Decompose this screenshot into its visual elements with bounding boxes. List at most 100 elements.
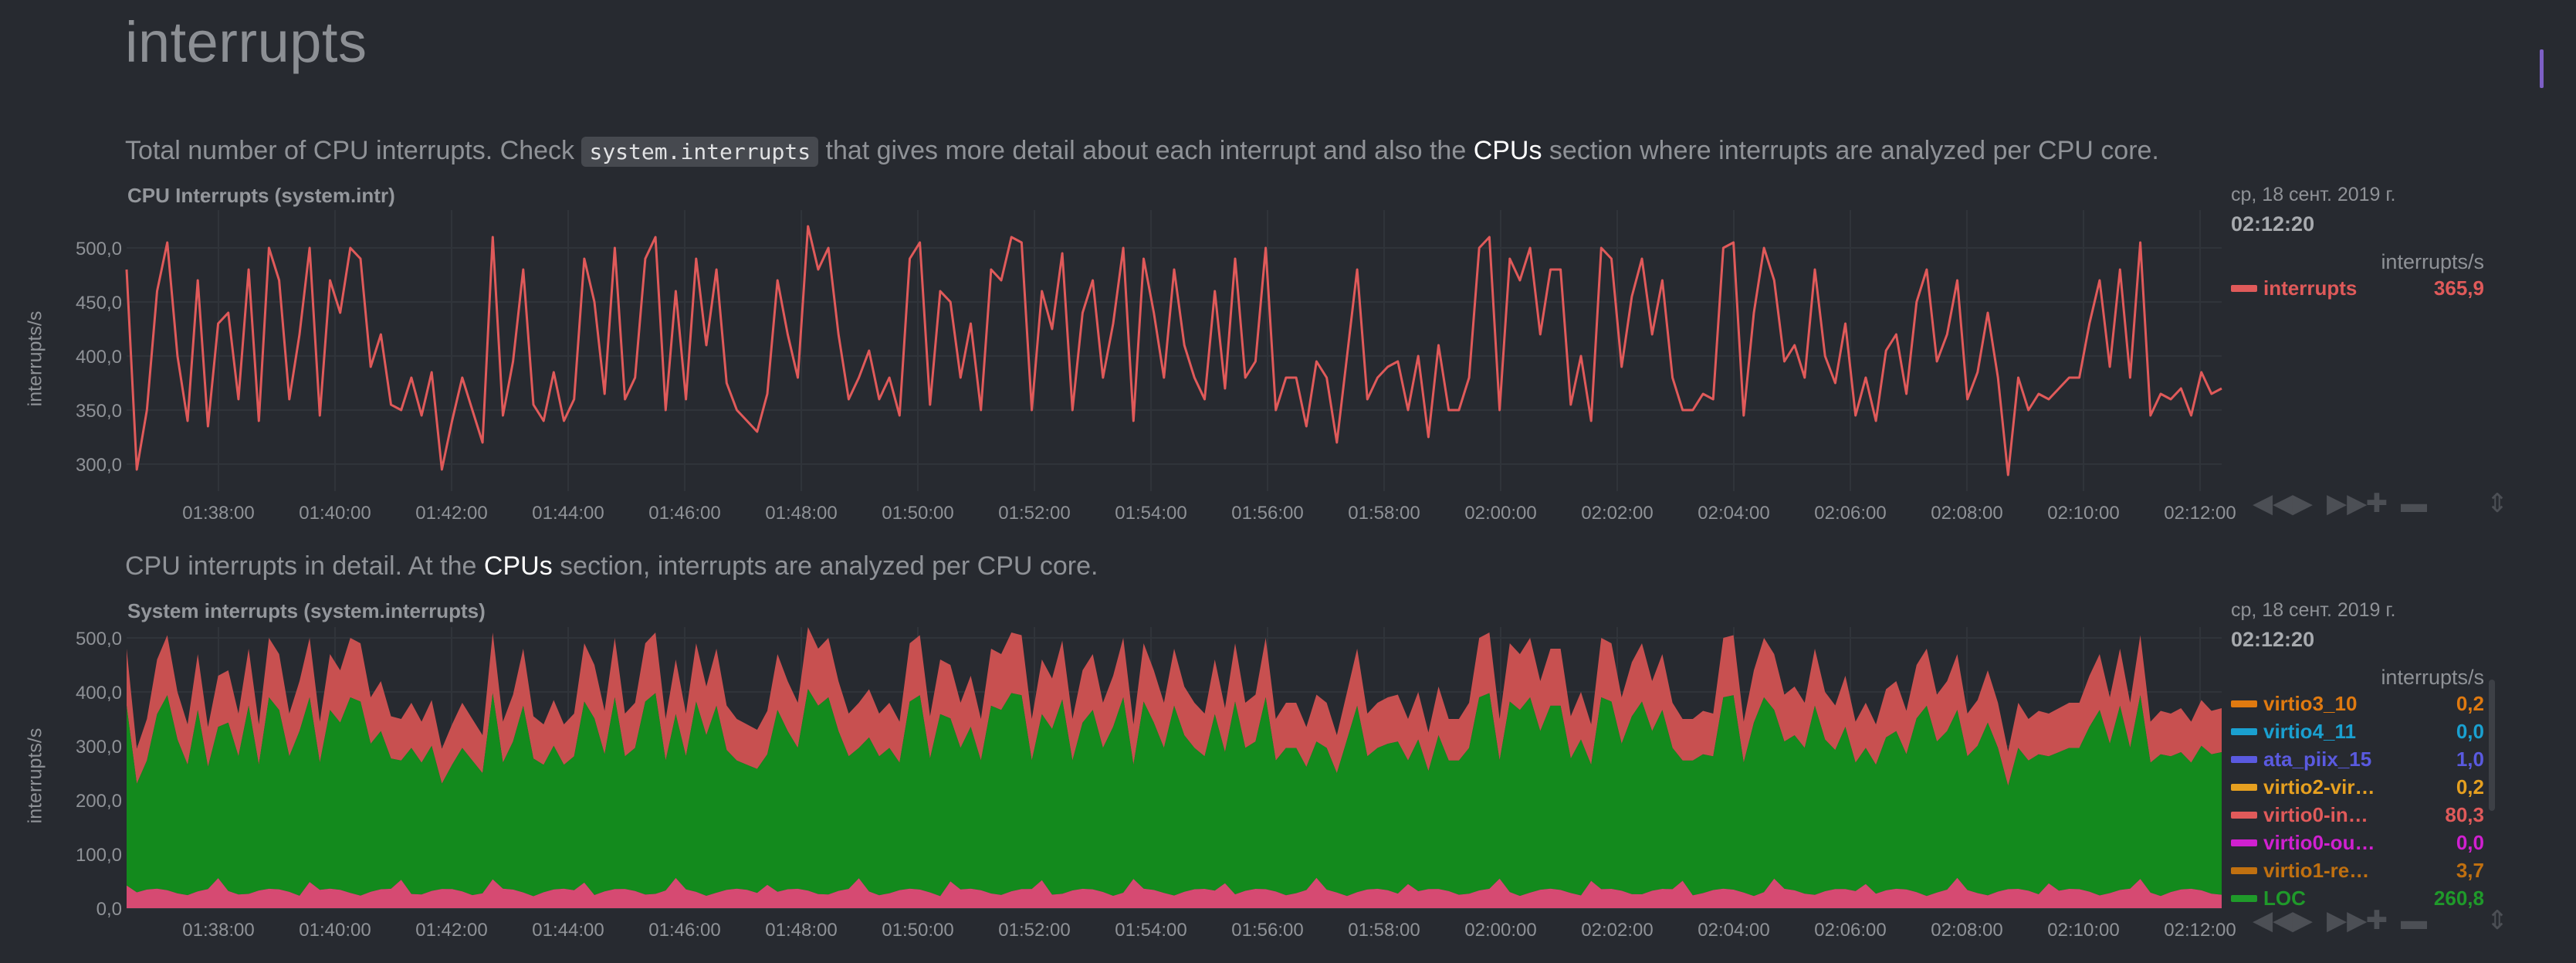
chart2-area-loc	[127, 689, 2222, 897]
legend-series-name: virtio0-in…	[2263, 802, 2368, 826]
chart2-x-tick-label: 02:00:00	[1464, 920, 1536, 941]
legend-series-value: 0,2	[2456, 775, 2484, 799]
chart1-y-tick-label: 400,0	[76, 347, 122, 368]
chart2-legend-rows: virtio3_10 0,2 virtio4_11 0,0 ata_piix_15 1,0…	[2231, 690, 2484, 912]
chart2-x-tick-label: 01:38:00	[182, 920, 254, 941]
desc1-code: system.interrupts	[581, 137, 819, 167]
chart2-x-tick-label: 02:04:00	[1698, 920, 1769, 941]
legend-scrollbar[interactable]	[2489, 680, 2495, 811]
chart1-x-tick-label: 01:46:00	[648, 503, 720, 524]
chart1-legend-date: ср, 18 сент. 2019 г.	[2231, 184, 2396, 205]
chart2-y-tick-label: 200,0	[76, 791, 122, 812]
zoom-in-icon[interactable]: ✚	[2365, 906, 2388, 935]
chart2-x-tick-label: 01:40:00	[299, 920, 371, 941]
legend-series-value: 0,0	[2456, 719, 2484, 743]
desc2-text-pre: CPU interrupts in detail. At the	[125, 551, 484, 581]
legend-swatch	[2231, 866, 2257, 874]
desc1-text-post: section where interrupts are analyzed pe…	[1542, 136, 2159, 165]
scroll-position-marker[interactable]	[2540, 49, 2544, 88]
chart1-x-tick-label: 01:56:00	[1231, 503, 1303, 524]
chart2-legend-item[interactable]: virtio2-vir… 0,2	[2231, 773, 2484, 801]
zoom-out-icon[interactable]: ▬	[2401, 488, 2427, 518]
chart2-legend-time: 02:12:20	[2231, 628, 2315, 651]
resize-icon[interactable]: ⇕	[2486, 489, 2509, 518]
fast-forward-icon[interactable]: ▶▶	[2327, 906, 2368, 935]
chart1-y-tick-label: 350,0	[76, 401, 122, 422]
chart1-x-tick-label: 01:50:00	[882, 503, 953, 524]
desc2-text-post: section, interrupts are analyzed per CPU…	[552, 551, 1098, 581]
chart1-plot[interactable]: 01:38:00 01:40:00 01:42:00 01:44:00 01:46:00…	[0, 201, 2239, 525]
zoom-in-icon[interactable]: ✚	[2365, 489, 2388, 518]
legend-series-name: virtio1-re…	[2263, 858, 2370, 882]
chart1-toolbar: ◀◀ ▶ ▶▶ ✚ ▬ ⇕	[2253, 488, 2510, 519]
chart1-title: CPU Interrupts (system.intr)	[127, 184, 395, 207]
desc1-text-mid: that gives more detail about each interr…	[818, 136, 1474, 165]
legend-series-name: virtio3_10	[2263, 691, 2358, 715]
chart2-toolbar: ◀◀ ▶ ▶▶ ✚ ▬ ⇕	[2253, 905, 2510, 936]
chart2-x-tick-label: 01:50:00	[882, 920, 953, 941]
legend-swatch	[2231, 783, 2257, 791]
legend-swatch	[2231, 284, 2257, 292]
chart1-legend: ср, 18 сент. 2019 г. 02:12:20 interrupts…	[2231, 184, 2484, 302]
chart2-y-tick-label: 500,0	[76, 629, 122, 649]
chart2-area-virtio0-input	[127, 627, 2222, 786]
chart1-x-tick-label: 02:10:00	[2047, 503, 2119, 524]
chart-description-1: Total number of CPU interrupts. Check sy…	[125, 136, 2159, 167]
chart2-y-tick-label: 100,0	[76, 845, 122, 866]
cpus-link-2[interactable]: CPUs	[483, 551, 553, 581]
chart2-legend-item[interactable]: virtio4_11 0,0	[2231, 717, 2484, 745]
chart2-legend-item[interactable]: LOC 260,8	[2231, 884, 2484, 912]
chart2-x-tick-label: 01:52:00	[998, 920, 1070, 941]
chart2-legend-item[interactable]: virtio1-re… 3,7	[2231, 856, 2484, 884]
chart-description-2: CPU interrupts in detail. At the CPUs se…	[125, 551, 1098, 582]
chart1-x-tick-label: 02:02:00	[1581, 503, 1653, 524]
fast-forward-icon[interactable]: ▶▶	[2327, 489, 2368, 518]
chart1-x-tick-label: 01:48:00	[765, 503, 837, 524]
chart2-x-tick-label: 02:12:00	[2164, 920, 2236, 941]
legend-series-value: 0,0	[2456, 830, 2484, 854]
chart2-legend-item[interactable]: virtio0-ou… 0,0	[2231, 829, 2484, 856]
chart1-x-tick-label: 01:44:00	[532, 503, 604, 524]
chart2-x-tick-label: 01:48:00	[765, 920, 837, 941]
chart1-legend-time: 02:12:20	[2231, 212, 2315, 236]
resize-icon[interactable]: ⇕	[2486, 906, 2509, 935]
chart1-x-tick-label: 02:00:00	[1464, 503, 1536, 524]
play-icon[interactable]: ▶	[2292, 906, 2314, 935]
chart1-x-tick-label: 02:08:00	[1931, 503, 2002, 524]
chart1-x-tick-label: 01:38:00	[182, 503, 254, 524]
chart2-plot[interactable]: 01:38:00 01:40:00 01:42:00 01:44:00 01:46:00…	[0, 618, 2239, 942]
cpus-link-1[interactable]: CPUs	[1473, 136, 1542, 165]
chart1-x-tick-label: 02:06:00	[1814, 503, 1886, 524]
legend-series-value: 365,9	[2433, 276, 2484, 300]
chart1-series-interrupts	[125, 225, 2222, 476]
chart1-x-tick-label: 01:52:00	[998, 503, 1070, 524]
chart2-x-tick-label: 01:44:00	[532, 920, 604, 941]
chart2-legend-item[interactable]: virtio3_10 0,2	[2231, 690, 2484, 717]
chart2-x-tick-label: 02:10:00	[2047, 920, 2119, 941]
chart2-title: System interrupts (system.interrupts)	[127, 599, 486, 622]
chart2-legend-item[interactable]: ata_piix_15 1,0	[2231, 745, 2484, 773]
legend-series-value: 0,2	[2456, 691, 2484, 715]
legend-swatch	[2231, 811, 2257, 819]
chart2-x-tick-label: 02:06:00	[1814, 920, 1886, 941]
chart2-legend-units: interrupts/s	[2381, 666, 2484, 689]
chart2-x-tick-label: 01:58:00	[1348, 920, 1420, 941]
legend-series-name: ata_piix_15	[2263, 747, 2372, 771]
chart2-y-tick-label: 0,0	[96, 899, 122, 920]
chart1-legend-item[interactable]: interrupts 365,9	[2231, 274, 2484, 302]
chart2-legend-item[interactable]: virtio0-in… 80,3	[2231, 801, 2484, 829]
legend-swatch	[2231, 700, 2257, 707]
chart1-x-tick-label: 01:58:00	[1348, 503, 1420, 524]
chart2-legend-date: ср, 18 сент. 2019 г.	[2231, 599, 2396, 621]
chart2-x-tick-label: 01:42:00	[415, 920, 487, 941]
chart2-y-tick-label: 400,0	[76, 683, 122, 704]
rewind-icon[interactable]: ◀◀	[2253, 489, 2293, 518]
zoom-out-icon[interactable]: ▬	[2401, 905, 2427, 935]
rewind-icon[interactable]: ◀◀	[2253, 906, 2293, 935]
play-icon[interactable]: ▶	[2292, 489, 2314, 518]
chart1-x-tick-label: 01:40:00	[299, 503, 371, 524]
chart2-x-tick-label: 01:56:00	[1231, 920, 1303, 941]
chart1-legend-rows: interrupts 365,9	[2231, 274, 2484, 302]
chart2-area-other	[127, 877, 2222, 908]
legend-series-value: 80,3	[2445, 802, 2484, 826]
